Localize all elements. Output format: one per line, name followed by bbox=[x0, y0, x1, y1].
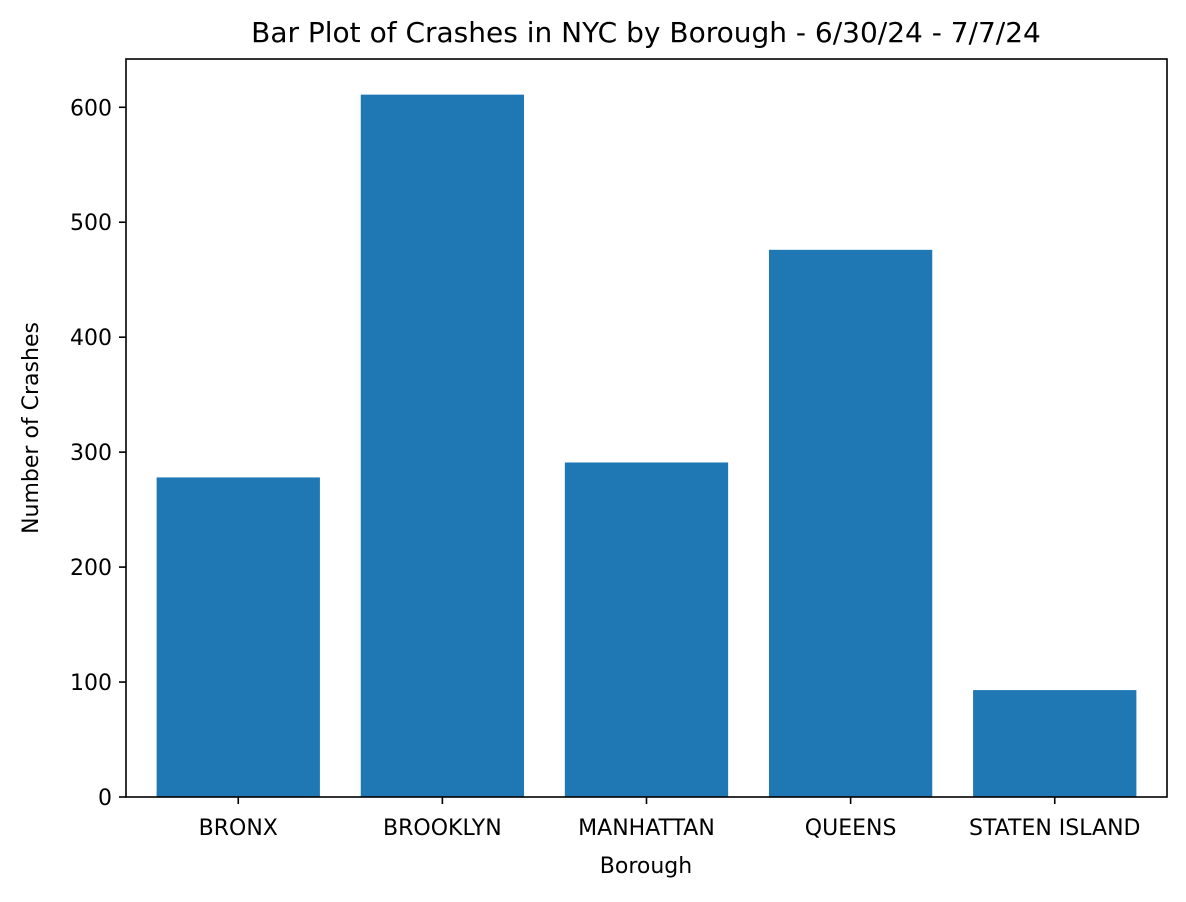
y-tick-label: 100 bbox=[70, 671, 112, 696]
x-tick-label: BROOKLYN bbox=[383, 816, 502, 841]
bar-brooklyn bbox=[360, 94, 525, 797]
y-axis-label: Number of Crashes bbox=[19, 322, 44, 534]
x-tick-label: QUEENS bbox=[805, 816, 897, 841]
bar-manhattan bbox=[564, 462, 729, 797]
y-tick-label: 200 bbox=[70, 556, 112, 581]
x-tick-label: MANHATTAN bbox=[578, 816, 715, 841]
y-axis-ticks: 0 100 200 300 400 500 600 bbox=[70, 96, 126, 811]
x-tick-label: BRONX bbox=[199, 816, 278, 841]
bars-group bbox=[156, 94, 1137, 797]
y-tick-label: 400 bbox=[70, 326, 112, 351]
x-axis-ticks: BRONX BROOKLYN MANHATTAN QUEENS STATEN ISLAN… bbox=[199, 797, 1141, 841]
y-tick-label: 600 bbox=[70, 96, 112, 121]
x-axis-label: Borough bbox=[600, 854, 692, 879]
y-tick-label: 0 bbox=[98, 786, 112, 811]
bar-staten-island bbox=[973, 690, 1137, 797]
chart-title: Bar Plot of Crashes in NYC by Borough - … bbox=[251, 16, 1041, 49]
bar-bronx bbox=[156, 477, 320, 797]
y-tick-label: 500 bbox=[70, 211, 112, 236]
y-tick-label: 300 bbox=[70, 441, 112, 466]
bar-queens bbox=[768, 249, 933, 797]
plot-area-frame bbox=[125, 58, 1168, 798]
x-tick-label: STATEN ISLAND bbox=[969, 816, 1141, 841]
